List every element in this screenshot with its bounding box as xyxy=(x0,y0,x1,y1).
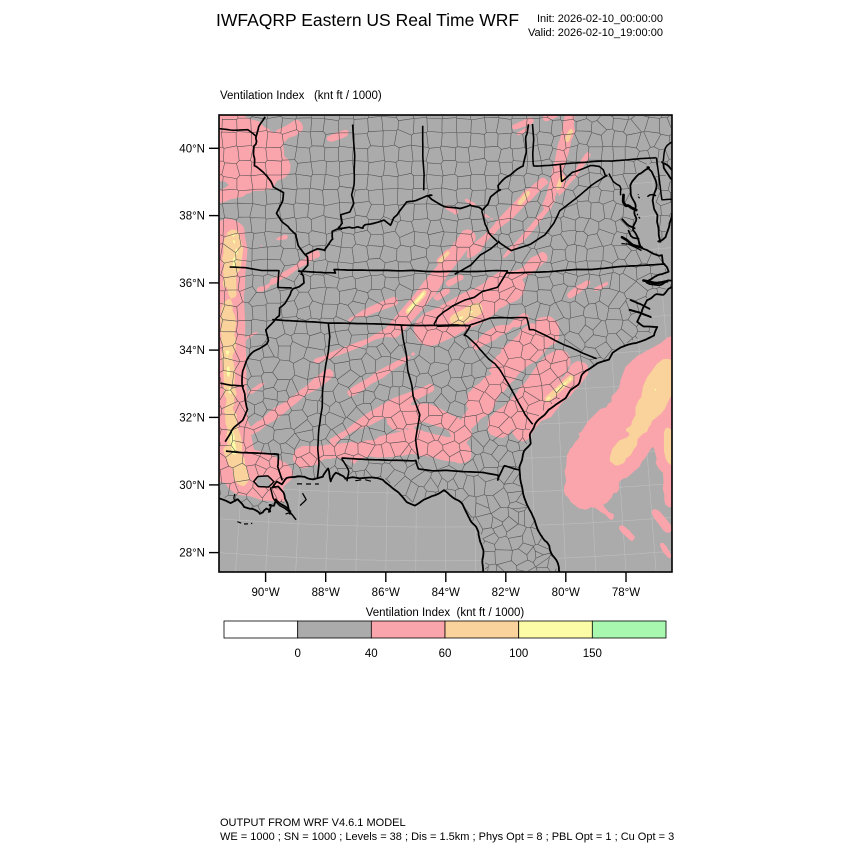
svg-text:Init: 2026-02-10_00:00:00: Init: 2026-02-10_00:00:00 xyxy=(537,13,663,25)
svg-text:32°N: 32°N xyxy=(179,412,205,424)
svg-text:Ventilation Index (knt ft /: Ventilation Index (knt ft / 1000) xyxy=(220,90,382,102)
svg-text:90°W: 90°W xyxy=(251,587,279,599)
svg-text:80°W: 80°W xyxy=(552,587,580,599)
svg-text:82°W: 82°W xyxy=(492,587,520,599)
svg-text:86°W: 86°W xyxy=(372,587,400,599)
svg-text:100: 100 xyxy=(509,648,528,660)
svg-text:38°N: 38°N xyxy=(179,211,205,223)
svg-text:WE = 1000 ; SN = 1000 ; Levels: WE = 1000 ; SN = 1000 ; Levels = 38 ; Di… xyxy=(220,831,674,843)
svg-text:IWFAQRP Eastern US Real Time W: IWFAQRP Eastern US Real Time WRF xyxy=(216,10,519,30)
svg-text:84°W: 84°W xyxy=(432,587,460,599)
svg-text:0: 0 xyxy=(294,648,300,660)
svg-text:OUTPUT FROM WRF V4.6.1 MODEL: OUTPUT FROM WRF V4.6.1 MODEL xyxy=(220,817,406,829)
svg-text:Ventilation Index (knt ft / 1: Ventilation Index (knt ft / 1000) xyxy=(366,607,525,619)
svg-text:36°N: 36°N xyxy=(179,278,205,290)
svg-text:40°N: 40°N xyxy=(179,143,205,155)
svg-text:Valid: 2026-02-10_19:00:00: Valid: 2026-02-10_19:00:00 xyxy=(528,27,663,39)
svg-text:34°N: 34°N xyxy=(179,345,205,357)
svg-text:88°W: 88°W xyxy=(312,587,340,599)
svg-text:40: 40 xyxy=(365,648,378,660)
svg-text:150: 150 xyxy=(583,648,602,660)
svg-text:60: 60 xyxy=(439,648,452,660)
svg-text:30°N: 30°N xyxy=(179,480,205,492)
svg-text:78°W: 78°W xyxy=(612,587,640,599)
svg-text:28°N: 28°N xyxy=(179,548,205,560)
